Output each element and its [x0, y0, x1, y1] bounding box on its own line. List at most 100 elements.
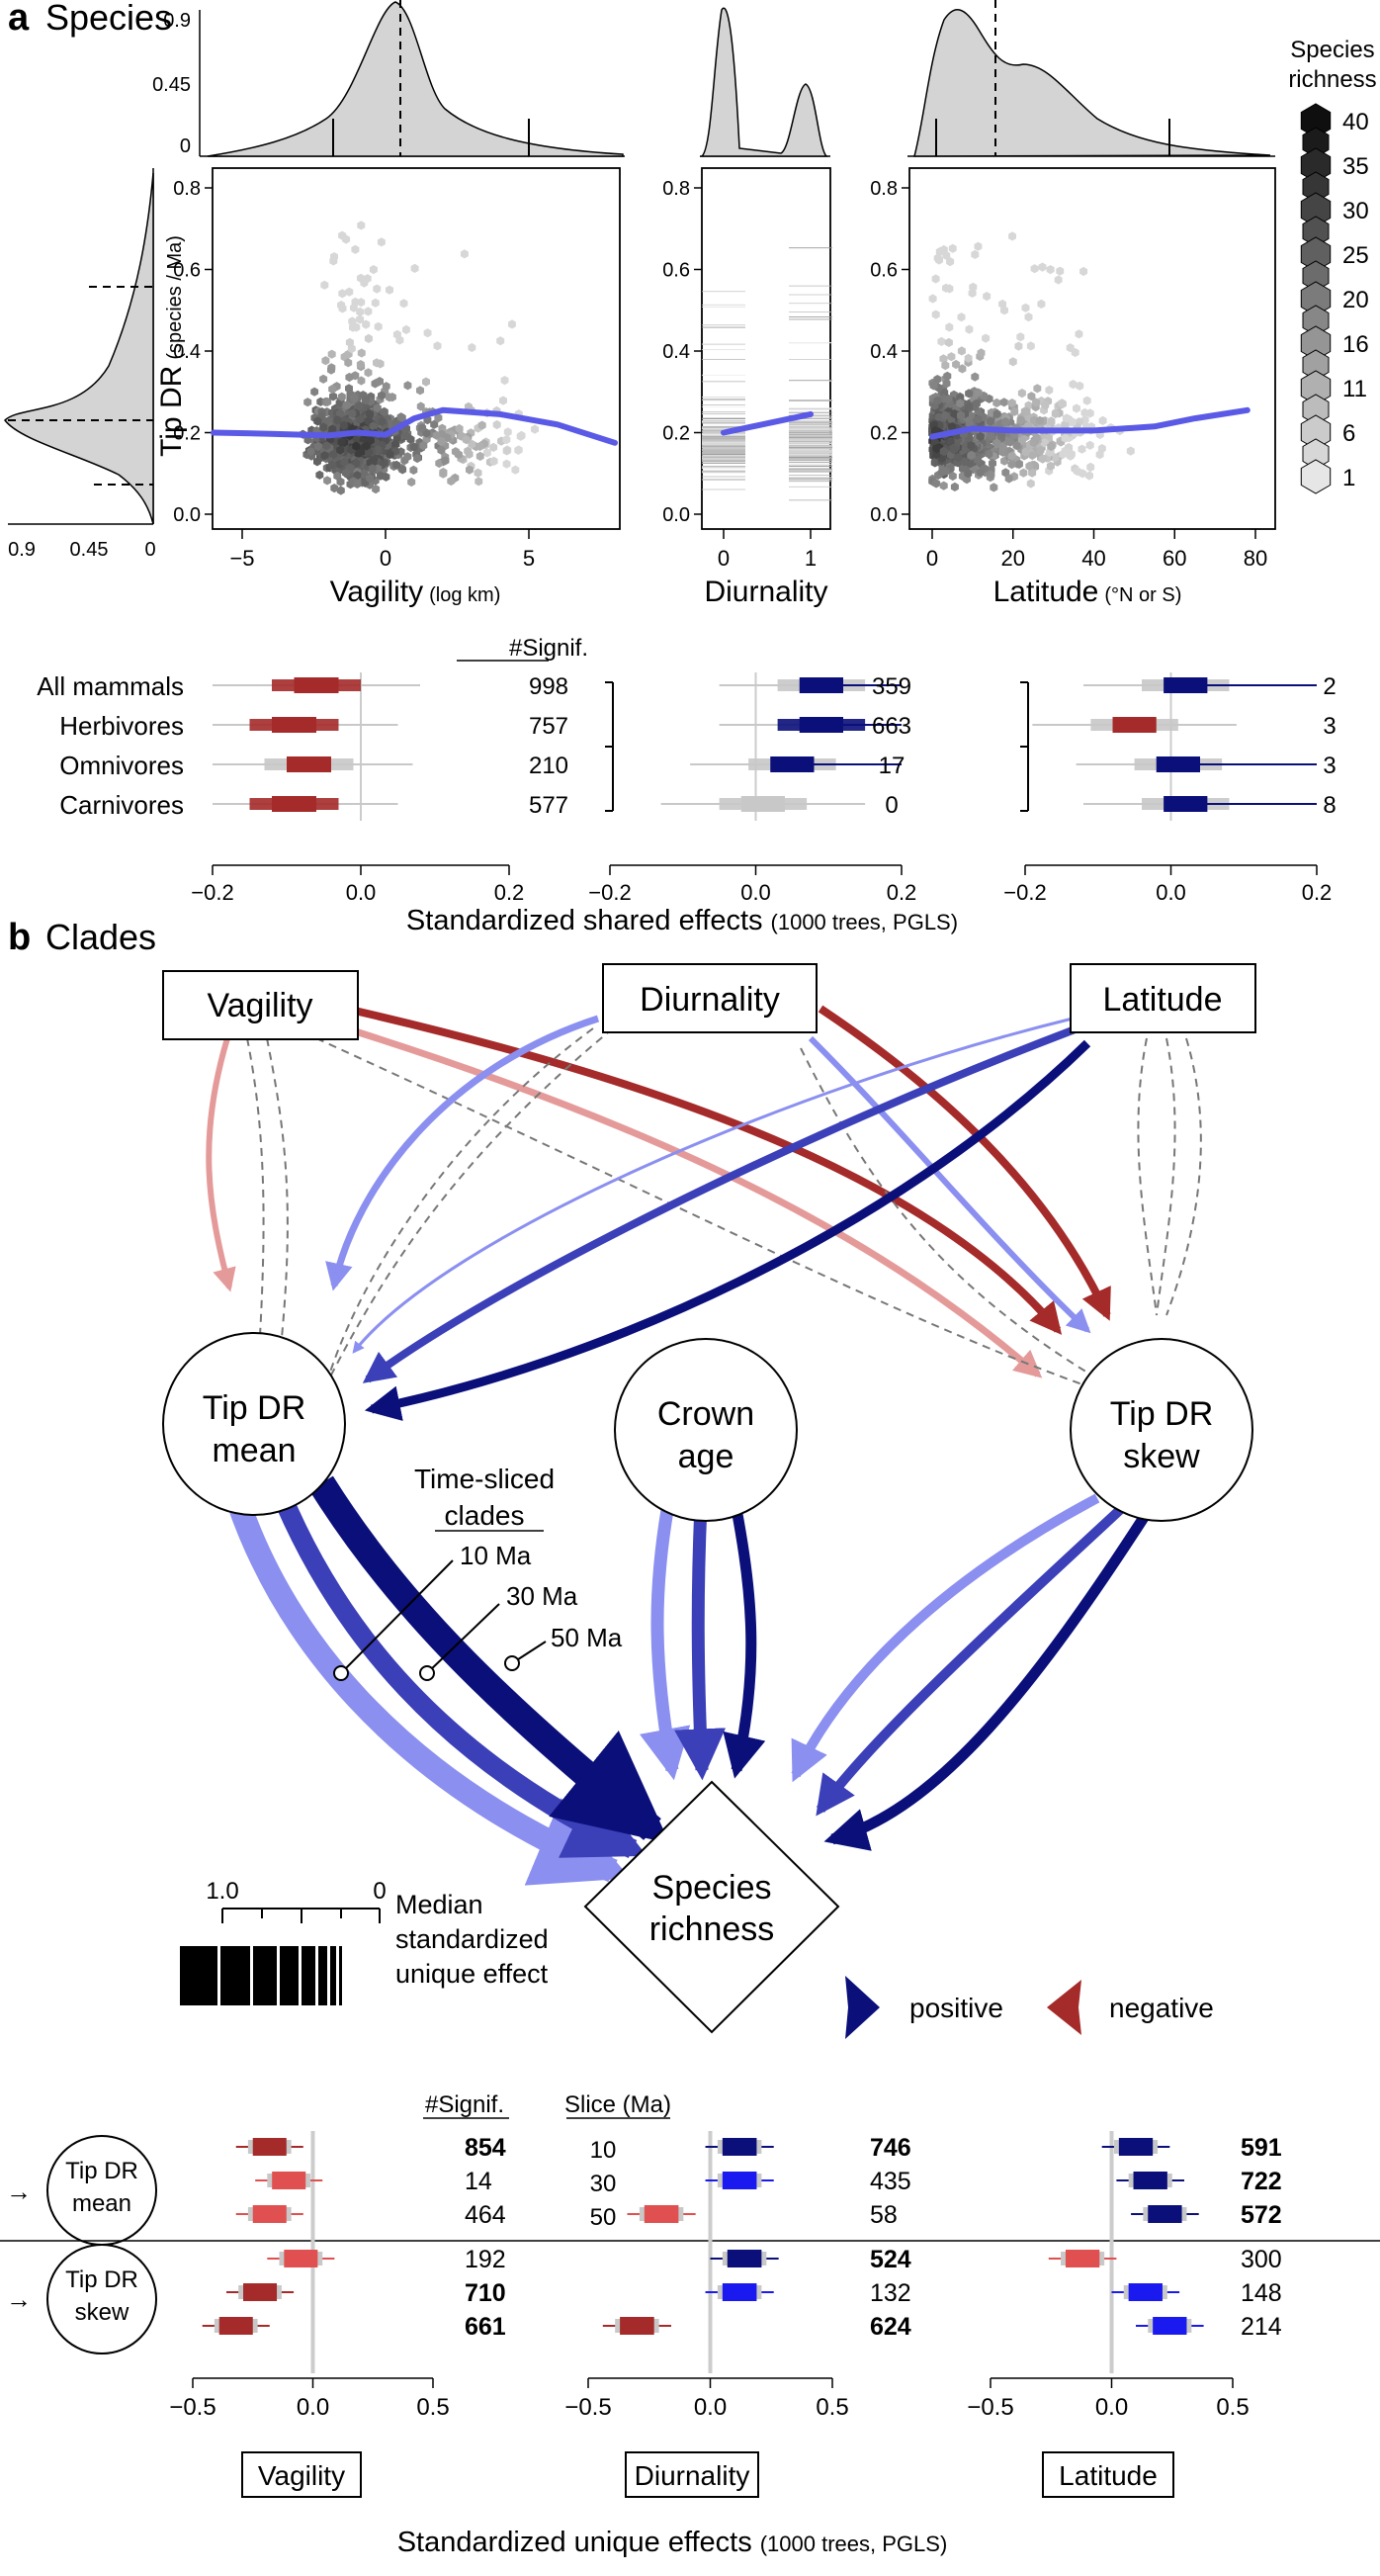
hexbin-cell	[402, 324, 410, 334]
y-tick-label-vagility: 0.8	[173, 178, 201, 200]
hexbin-cell	[1086, 462, 1095, 472]
density-tick-labels-top: 0.9 0.45 0	[152, 10, 191, 157]
hexbin-cell	[1059, 399, 1067, 409]
x-tick-label-unique: −0.5	[564, 2394, 611, 2421]
hexbin-cell	[372, 485, 381, 494]
signif-value: 722	[1241, 2168, 1282, 2195]
signif-value: 192	[465, 2246, 506, 2273]
hexbin-cell	[355, 401, 364, 411]
top-density-diurnality	[699, 7, 830, 157]
svg-text:→: →	[6, 2284, 32, 2314]
svg-text:30: 30	[590, 2171, 617, 2197]
hexbin-cell	[323, 397, 332, 406]
hexbin-cell	[1008, 231, 1016, 241]
svg-text:Herbivores: Herbivores	[59, 711, 184, 741]
hexbin-cell	[363, 274, 372, 284]
hexbin-cell	[357, 273, 365, 283]
hexbin-cell	[362, 396, 370, 405]
hexbin-cell	[352, 441, 361, 451]
y-tick-label-latitude: 0.0	[870, 504, 898, 526]
hexbin-cell	[516, 431, 525, 441]
hexbin-cell	[364, 368, 373, 378]
svg-text:Tip DR(species / Ma): Tip DR(species / Ma)	[155, 235, 188, 457]
hexbin-cell	[433, 341, 442, 351]
box-main	[272, 796, 316, 812]
y-tick-label-latitude: 0.2	[870, 423, 898, 445]
hexbin-cell	[492, 419, 501, 430]
hexbin-cell	[971, 249, 980, 259]
hexbin-cell	[1075, 329, 1083, 339]
hexbin-cell	[345, 372, 354, 383]
hexbin-cell	[935, 255, 943, 265]
strip-diurnality	[702, 247, 832, 501]
hexbin-cell	[968, 288, 977, 298]
x-label-diurnality: Diurnality	[704, 576, 827, 608]
x-tick-label-latitude: 20	[1001, 546, 1025, 571]
hexbin-cell	[1001, 416, 1010, 427]
trend-line-vagility	[211, 406, 618, 446]
hexbin-cell	[313, 457, 321, 467]
hexbin-cell	[362, 441, 371, 451]
x-tick-label-unique: −0.5	[967, 2394, 1013, 2421]
hexbin-cell	[328, 384, 337, 395]
x-tick-label-latitude: 80	[1244, 546, 1267, 571]
signif-value: 300	[1241, 2246, 1282, 2273]
legend-value: 6	[1342, 420, 1355, 447]
hexbin-cell	[474, 468, 482, 478]
hexbin-cell	[1012, 441, 1021, 451]
hexbin-cell	[943, 371, 952, 381]
legend-value: 20	[1342, 287, 1369, 313]
scatter-frame-diurnality	[701, 167, 831, 530]
box-main	[1065, 2250, 1100, 2267]
scale-bar	[220, 1946, 250, 2005]
hexbin-cell	[1038, 454, 1047, 464]
hexbin-cell	[1045, 385, 1054, 396]
hexbin-cell	[337, 301, 346, 311]
svg-text:Time-sliced: Time-sliced	[414, 1464, 555, 1494]
hexbin-cell	[369, 421, 378, 431]
box-main	[284, 2250, 318, 2267]
signif-value: 435	[870, 2168, 911, 2195]
hexbin-cell	[342, 400, 351, 410]
hexbin-cell	[455, 450, 463, 460]
signif-value: 17	[879, 753, 906, 779]
row-group-tipdr-skew: → Tip DR skew	[6, 2244, 157, 2354]
svg-text:10 Ma: 10 Ma	[460, 1541, 532, 1570]
hexbin-cell	[371, 298, 380, 308]
hexbin-cell	[423, 328, 432, 338]
hexbin-cell	[967, 411, 976, 421]
hexbin-cell	[336, 445, 345, 455]
hexbin-cell	[1063, 447, 1072, 457]
hexbin-cell	[391, 439, 399, 450]
hexbin-cell	[306, 446, 315, 457]
hexbin-cell	[338, 289, 347, 299]
hexbin-cell	[966, 459, 975, 469]
hexbin-cell	[1040, 438, 1049, 448]
hexbin-cell	[1035, 415, 1044, 425]
node-tipdr-skew: Tip DR skew	[1070, 1338, 1253, 1522]
hexbin-cell	[1078, 469, 1087, 479]
svg-text:clades: clades	[445, 1500, 525, 1531]
hexbin-cell	[976, 468, 985, 478]
scale-bar	[280, 1946, 299, 2005]
hexbin-cell	[369, 457, 378, 467]
y-tick-label-vagility: 0.4	[173, 341, 201, 363]
hexbin-cell	[1051, 408, 1060, 419]
x-tick-label-latitude: 40	[1081, 546, 1105, 571]
hexbin-cell	[392, 460, 401, 470]
scale-bar	[330, 1946, 336, 2005]
hexbin-cell	[320, 451, 329, 461]
hexbin-cell	[357, 376, 366, 386]
hexbin-cell	[974, 414, 983, 424]
hexbin-cell	[502, 459, 511, 469]
hexbin-cell	[989, 458, 996, 469]
hexbin-cell	[303, 398, 312, 407]
hexbin-cell	[348, 316, 357, 326]
hexbin-cell	[377, 237, 386, 247]
hexbin-cell	[403, 452, 412, 462]
svg-text:0.45: 0.45	[152, 74, 191, 96]
hexbin-cell	[410, 263, 419, 273]
svg-text:negative: negative	[1109, 1993, 1214, 2023]
y-tick-label-latitude: 0.8	[870, 178, 898, 200]
hexbin-cell	[1047, 441, 1056, 452]
